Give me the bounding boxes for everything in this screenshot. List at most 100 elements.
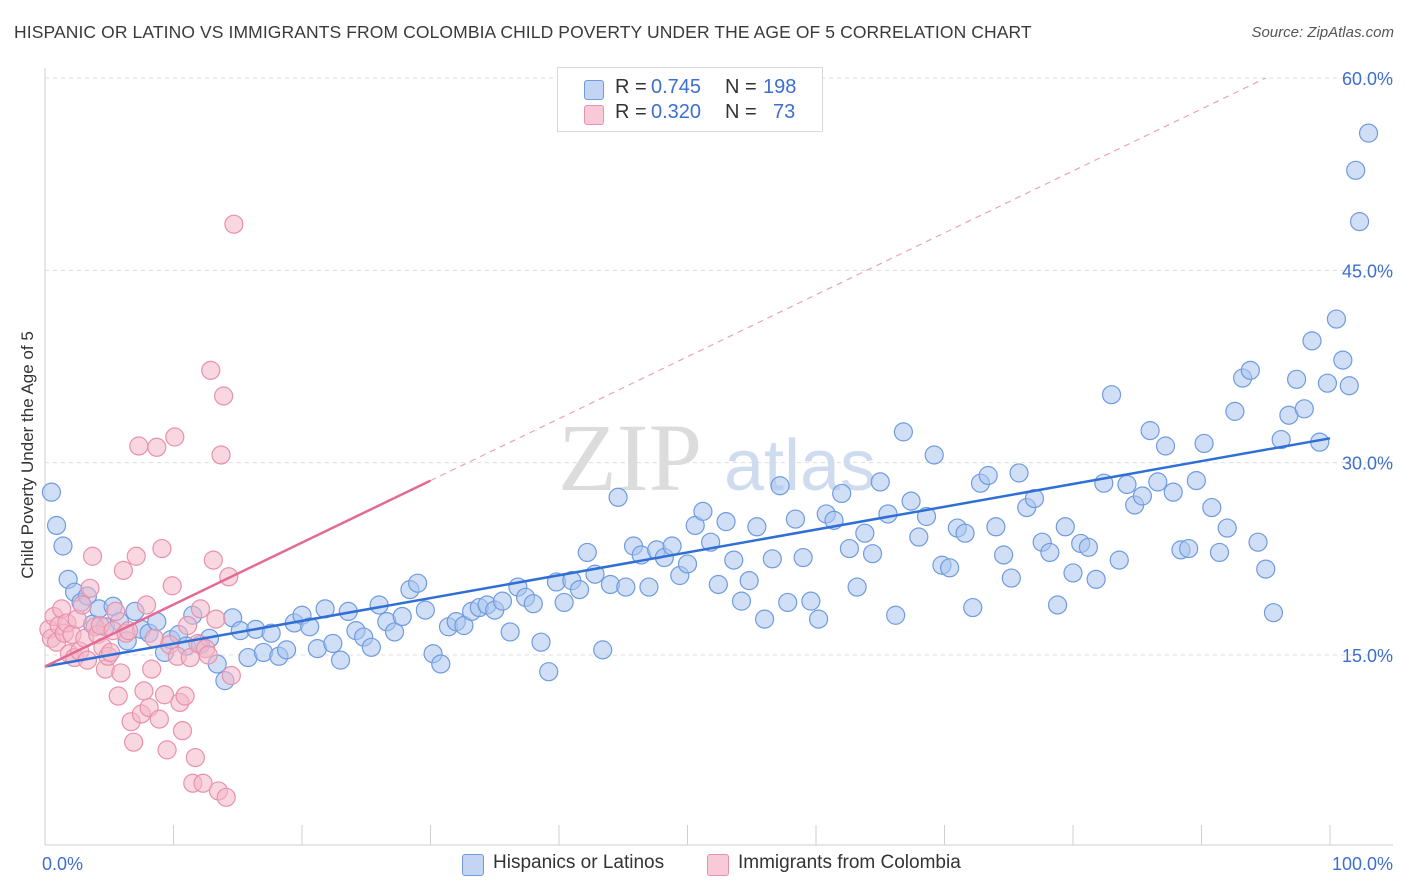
series-hispanics-points (41, 123, 1379, 691)
data-point-hispanics (1263, 603, 1284, 623)
data-point-colombia (100, 642, 121, 663)
data-point-hispanics (1209, 542, 1230, 563)
data-point-hispanics (1358, 123, 1379, 143)
data-point-hispanics (531, 632, 551, 652)
data-point-hispanics (839, 538, 860, 559)
data-point-colombia (190, 599, 211, 619)
data-point-hispanics (1302, 331, 1322, 351)
data-point-colombia (147, 437, 167, 457)
legend-swatch-pink (584, 105, 604, 125)
watermark-atlas: atlas (724, 426, 876, 506)
data-point-colombia (224, 214, 244, 234)
x-tick-label: 100.0% (1332, 854, 1393, 874)
data-point-hispanics (300, 617, 320, 637)
legend-label: Hispanics or Latinos (493, 852, 665, 873)
data-point-hispanics (392, 606, 412, 627)
data-point-hispanics (801, 591, 821, 611)
data-point-hispanics (1001, 568, 1021, 588)
data-point-hispanics (716, 512, 736, 532)
data-point-hispanics (492, 591, 513, 611)
data-point-colombia (157, 740, 177, 760)
data-point-hispanics (793, 547, 813, 568)
data-point-hispanics (778, 592, 798, 613)
data-point-hispanics (1055, 517, 1075, 537)
data-point-colombia (211, 445, 231, 465)
x-tick-label: 0.0% (42, 854, 83, 874)
data-point-colombia (193, 773, 213, 793)
data-point-hispanics (693, 501, 713, 521)
legend-n-value: 73 (773, 101, 796, 123)
legend-swatch-blue (462, 854, 484, 876)
data-point-colombia (162, 576, 182, 596)
data-point-hispanics (1163, 482, 1183, 502)
data-point-hispanics (1349, 212, 1370, 232)
chart-title: HISPANIC OR LATINO VS IMMIGRANTS FROM CO… (14, 22, 1032, 42)
data-point-hispanics (1326, 309, 1347, 329)
data-point-hispanics (847, 577, 867, 597)
data-point-hispanics (754, 609, 775, 629)
x-tick-labels: 0.0% 100.0% (42, 854, 1393, 874)
data-point-hispanics (1194, 433, 1214, 454)
data-point-hispanics (1009, 463, 1029, 483)
data-point-colombia (198, 645, 218, 665)
data-point-hispanics (1240, 360, 1260, 380)
data-point-colombia (129, 436, 149, 456)
data-point-hispanics (46, 515, 67, 536)
data-point-hispanics (1109, 550, 1129, 570)
data-point-hispanics (762, 549, 782, 569)
legend-n-label: N = (725, 76, 757, 98)
data-point-hispanics (330, 650, 351, 670)
data-point-hispanics (1333, 350, 1353, 370)
data-point-hispanics (1346, 160, 1366, 180)
data-point-hispanics (1155, 436, 1176, 456)
data-point-hispanics (539, 662, 559, 682)
data-point-hispanics (677, 554, 698, 574)
data-point-colombia (149, 709, 169, 729)
data-point-hispanics (963, 597, 983, 618)
data-point-hispanics (1286, 369, 1307, 389)
correlation-legend: R = 0.745 N = 198 R = 0.320 N = 73 (557, 67, 823, 132)
data-point-hispanics (408, 573, 428, 593)
chart-source: Source: ZipAtlas.com (1251, 24, 1394, 41)
data-point-colombia (108, 686, 128, 706)
data-point-hispanics (731, 591, 752, 611)
data-point-hispanics (994, 545, 1014, 565)
data-point-hispanics (554, 592, 574, 613)
data-point-hispanics (639, 577, 659, 597)
data-point-hispanics (361, 637, 381, 657)
data-point-colombia (206, 609, 226, 629)
legend-swatch-pink (707, 854, 729, 876)
data-point-hispanics (500, 622, 520, 642)
data-point-hispanics (53, 536, 73, 556)
data-point-hispanics (1063, 563, 1083, 583)
data-point-hispanics (739, 571, 759, 591)
series-legend: Hispanics or Latinos Immigrants from Col… (0, 852, 1406, 878)
data-point-hispanics (569, 580, 590, 600)
data-point-colombia (216, 787, 236, 807)
data-point-colombia (185, 747, 205, 768)
data-point-colombia (165, 427, 185, 447)
data-point-hispanics (1086, 569, 1106, 589)
y-tick-label: 15.0% (1342, 646, 1393, 666)
data-point-hispanics (1132, 486, 1152, 506)
data-point-hispanics (940, 558, 960, 578)
legend-r-value: 0.745 (651, 76, 702, 98)
data-point-hispanics (1101, 385, 1122, 405)
data-point-hispanics (770, 476, 790, 496)
data-point-hispanics (808, 609, 829, 629)
data-point-colombia (106, 601, 126, 622)
data-point-colombia (113, 560, 133, 580)
data-point-hispanics (832, 483, 852, 504)
watermark: ZIP atlas (558, 404, 876, 511)
data-point-hispanics (1248, 532, 1268, 552)
data-point-colombia (201, 360, 221, 380)
data-point-hispanics (1225, 401, 1245, 421)
data-point-hispanics (662, 536, 682, 556)
data-point-hispanics (616, 577, 636, 597)
data-point-hispanics (785, 509, 806, 529)
data-point-colombia (134, 681, 154, 701)
data-point-hispanics (708, 574, 728, 595)
data-point-hispanics (1140, 421, 1160, 441)
data-point-hispanics (523, 594, 543, 614)
data-point-hispanics (276, 640, 297, 660)
